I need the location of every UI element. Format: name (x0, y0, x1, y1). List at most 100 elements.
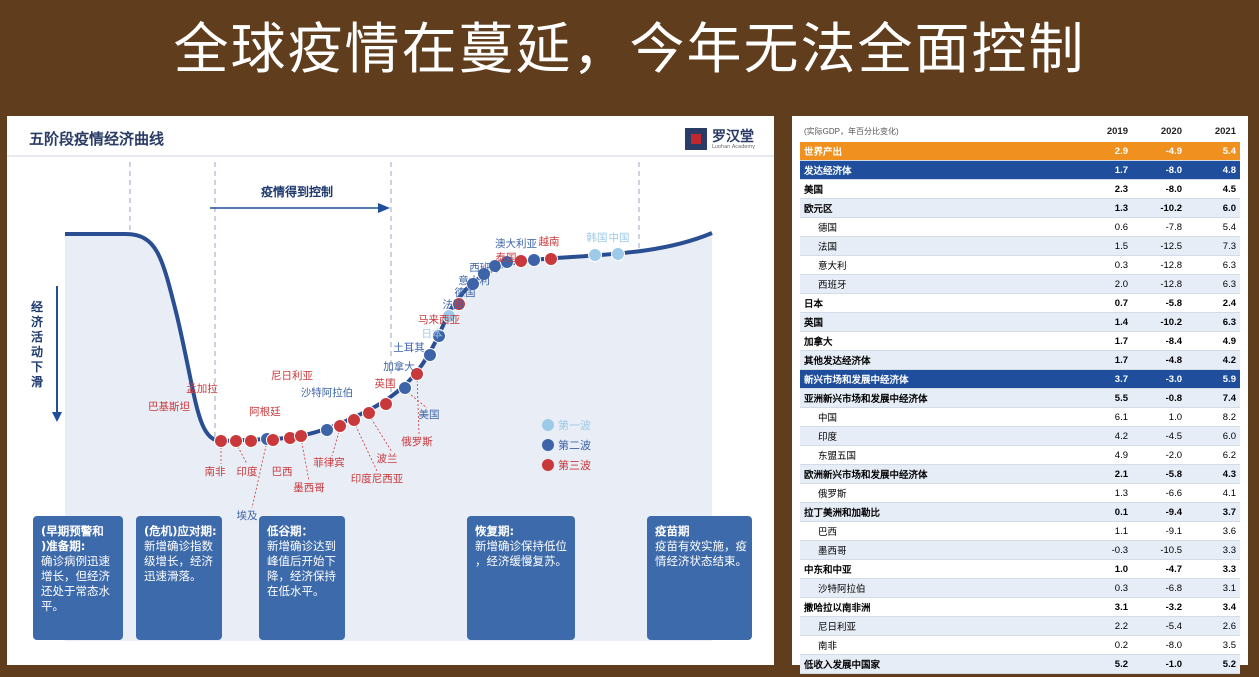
row-label: 发达经济体 (800, 160, 1078, 180)
country-dot (320, 423, 334, 437)
value-cell: 8.2 (1186, 407, 1240, 427)
value-cell: 4.5 (1186, 179, 1240, 199)
value-cell: 2.9 (1078, 142, 1132, 161)
table-row: 尼日利亚 2.2 -5.4 2.6 (800, 616, 1240, 636)
stage-text: 新增确诊指数 (144, 539, 213, 553)
slide-title: 全球疫情在蔓延，今年无法全面控制 (173, 17, 1086, 81)
row-label: 巴西 (800, 521, 1078, 541)
value-cell: 1.7 (1078, 331, 1132, 351)
value-cell: 2.3 (1078, 179, 1132, 199)
table-row: 南非 0.2 -8.0 3.5 (800, 635, 1240, 655)
value-cell: 3.5 (1186, 635, 1240, 655)
row-label: 尼日利亚 (800, 616, 1078, 636)
row-label: 东盟五国 (800, 445, 1078, 465)
country-label: 印度尼西亚 (351, 472, 404, 485)
value-cell: -4.8 (1132, 350, 1186, 370)
table-row: 墨西哥 -0.3 -10.5 3.3 (800, 540, 1240, 560)
row-label: 美国 (800, 179, 1078, 199)
country-label: 意大利 (458, 274, 490, 287)
value-cell: -8.0 (1132, 160, 1186, 180)
country-dot (466, 277, 480, 291)
table-row: 美国 2.3 -8.0 4.5 (800, 179, 1240, 199)
value-cell: -8.0 (1132, 635, 1186, 655)
country-label: 法国 (443, 298, 464, 311)
country-dot (379, 397, 393, 411)
stage-text: 新增确诊保持低位 (475, 539, 567, 553)
value-cell: -4.5 (1132, 426, 1186, 446)
col-2021-header: 2021 (1214, 125, 1236, 137)
row-label: 沙特阿拉伯 (800, 578, 1078, 598)
table-row: 低收入发展中国家 5.2 -1.0 5.2 (800, 654, 1240, 674)
table-row: 沙特阿拉伯 0.3 -6.8 3.1 (800, 578, 1240, 598)
stage-text: 级增长，经济 (144, 554, 213, 568)
table-row: 中国 6.1 1.0 8.2 (800, 407, 1240, 427)
value-cell: 3.1 (1186, 578, 1240, 598)
stage-text: 新增确诊达到 (267, 539, 336, 553)
five-stage-chart-panel: 五阶段疫情经济曲线 罗汉堂 Luohan Academy 疫情得到控制经济活动下… (7, 116, 774, 665)
value-cell: -9.1 (1132, 521, 1186, 541)
value-cell: 0.6 (1078, 217, 1132, 237)
value-cell: -4.9 (1132, 142, 1186, 161)
value-cell: 7.4 (1186, 388, 1240, 408)
legend-label: 第二波 (558, 438, 591, 452)
value-cell: 0.1 (1078, 502, 1132, 522)
value-cell: 3.3 (1186, 559, 1240, 579)
value-cell: 2.6 (1186, 616, 1240, 636)
value-cell: 6.2 (1186, 445, 1240, 465)
value-cell: 2.4 (1186, 293, 1240, 313)
leader-line (251, 440, 268, 509)
value-cell: 1.0 (1132, 407, 1186, 427)
value-cell: -5.4 (1132, 616, 1186, 636)
row-label: 拉丁美洲和加勒比 (800, 502, 1078, 522)
value-cell: 2.0 (1078, 274, 1132, 294)
country-dot (244, 434, 258, 448)
value-cell: 6.0 (1186, 426, 1240, 446)
country-dot (527, 253, 541, 267)
value-cell: 0.3 (1078, 578, 1132, 598)
stage-text: 情经济状态结束。 (655, 554, 747, 568)
value-cell: 6.1 (1078, 407, 1132, 427)
value-cell: 4.2 (1078, 426, 1132, 446)
table-row: 撒哈拉以南非洲 3.1 -3.2 3.4 (800, 597, 1240, 617)
value-cell: -4.7 (1132, 559, 1186, 579)
value-cell: 3.7 (1186, 502, 1240, 522)
gdp-table: (实际GDP，年百分比变化) 2019 2020 2021 世界产出 2.9 -4.… (800, 120, 1240, 674)
row-label: 日本 (800, 293, 1078, 313)
country-label: 土耳其 (393, 341, 425, 354)
country-label: 美国 (419, 408, 440, 421)
stage-text: 峰值后开始下 (267, 554, 336, 568)
legend-label: 第一波 (558, 418, 591, 432)
stage-box (136, 516, 222, 640)
row-label: 低收入发展中国家 (800, 654, 1078, 674)
table-note: (实际GDP，年百分比变化) (804, 126, 899, 136)
row-label: 中东和中亚 (800, 559, 1078, 579)
table-row: 拉丁美洲和加勒比 0.1 -9.4 3.7 (800, 502, 1240, 522)
value-cell: -8.0 (1132, 179, 1186, 199)
value-cell: 1.3 (1078, 198, 1132, 218)
value-cell: -0.8 (1132, 388, 1186, 408)
stage-text: 增长，但经济 (41, 569, 110, 583)
y-axis-label-char: 活 (31, 329, 43, 344)
value-cell: -6.6 (1132, 483, 1186, 503)
row-label: 南非 (800, 635, 1078, 655)
value-cell: 0.7 (1078, 293, 1132, 313)
leader-line (300, 437, 310, 482)
value-cell: 5.4 (1186, 217, 1240, 237)
country-dot (294, 429, 308, 443)
value-cell: -3.2 (1132, 597, 1186, 617)
value-cell: 6.3 (1186, 255, 1240, 275)
table-row: 意大利 0.3 -12.8 6.3 (800, 255, 1240, 275)
table-row: 亚洲新兴市场和发展中经济体 5.5 -0.8 7.4 (800, 388, 1240, 408)
stage-box (467, 516, 575, 640)
legend-dot (542, 419, 554, 431)
value-cell: 0.3 (1078, 255, 1132, 275)
country-label: 英国 (375, 377, 396, 390)
country-label: 沙特阿拉伯 (301, 386, 354, 399)
value-cell: 4.9 (1078, 445, 1132, 465)
y-axis-label-char: 济 (31, 314, 44, 329)
row-label: 俄罗斯 (800, 483, 1078, 503)
value-cell: 6.0 (1186, 198, 1240, 218)
value-cell: 7.3 (1186, 236, 1240, 256)
value-cell: 2.2 (1078, 616, 1132, 636)
